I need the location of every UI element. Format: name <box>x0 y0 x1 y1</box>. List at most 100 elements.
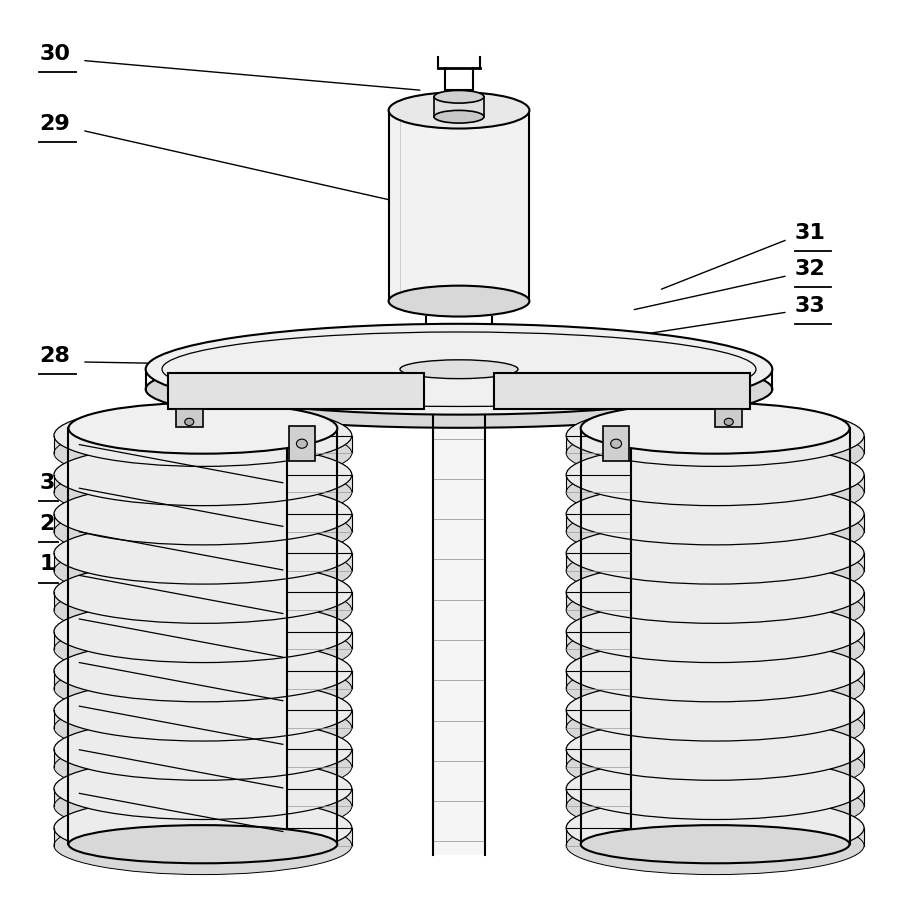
Bar <box>54 670 352 689</box>
Ellipse shape <box>566 464 864 521</box>
Ellipse shape <box>54 464 352 521</box>
Bar <box>54 631 352 650</box>
Ellipse shape <box>566 777 864 835</box>
Bar <box>566 514 864 532</box>
Text: 3: 3 <box>39 473 55 493</box>
Ellipse shape <box>566 816 864 875</box>
Ellipse shape <box>566 660 864 718</box>
Bar <box>54 750 352 767</box>
Bar <box>434 97 484 117</box>
Bar <box>566 631 864 650</box>
Bar <box>289 426 315 461</box>
Ellipse shape <box>54 738 352 796</box>
Ellipse shape <box>724 418 733 425</box>
Ellipse shape <box>54 561 352 623</box>
Ellipse shape <box>54 444 352 506</box>
Ellipse shape <box>388 92 530 128</box>
Ellipse shape <box>400 360 518 379</box>
Bar <box>566 828 864 845</box>
Ellipse shape <box>54 542 352 600</box>
Ellipse shape <box>566 797 864 859</box>
Ellipse shape <box>54 640 352 701</box>
Bar <box>566 553 864 571</box>
Bar <box>54 789 352 806</box>
Ellipse shape <box>54 797 352 859</box>
Ellipse shape <box>566 738 864 796</box>
Bar <box>175 409 203 427</box>
Ellipse shape <box>581 825 849 864</box>
Text: 1: 1 <box>39 555 55 575</box>
Ellipse shape <box>566 404 864 466</box>
Ellipse shape <box>434 110 484 123</box>
Ellipse shape <box>434 90 484 103</box>
Ellipse shape <box>566 620 864 679</box>
Bar <box>566 670 864 689</box>
Ellipse shape <box>566 483 864 545</box>
Bar <box>566 789 864 806</box>
Ellipse shape <box>54 425 352 482</box>
Ellipse shape <box>566 542 864 600</box>
Text: 29: 29 <box>39 114 70 134</box>
Bar <box>54 711 352 728</box>
Ellipse shape <box>54 699 352 757</box>
Ellipse shape <box>566 581 864 640</box>
Bar <box>168 373 424 409</box>
Ellipse shape <box>566 561 864 623</box>
Bar <box>54 553 352 571</box>
Ellipse shape <box>54 404 352 466</box>
Ellipse shape <box>297 439 308 448</box>
Ellipse shape <box>566 522 864 584</box>
Bar <box>54 592 352 610</box>
Ellipse shape <box>566 425 864 482</box>
Text: 2: 2 <box>39 514 55 534</box>
Ellipse shape <box>54 522 352 584</box>
Ellipse shape <box>566 719 864 781</box>
Ellipse shape <box>54 680 352 741</box>
Bar <box>566 711 864 728</box>
Ellipse shape <box>185 418 194 425</box>
Bar <box>566 475 864 493</box>
Bar <box>54 435 352 453</box>
Ellipse shape <box>566 601 864 662</box>
Ellipse shape <box>54 581 352 640</box>
Ellipse shape <box>566 640 864 701</box>
Bar <box>603 426 629 461</box>
Ellipse shape <box>581 403 849 454</box>
Ellipse shape <box>54 483 352 545</box>
Bar <box>566 435 864 453</box>
Bar <box>54 514 352 532</box>
Ellipse shape <box>54 719 352 781</box>
Ellipse shape <box>146 351 772 428</box>
Text: 30: 30 <box>39 44 71 64</box>
Ellipse shape <box>54 758 352 820</box>
Bar <box>432 389 486 855</box>
Ellipse shape <box>388 286 530 316</box>
Bar <box>69 428 337 844</box>
Ellipse shape <box>69 403 337 454</box>
Text: 32: 32 <box>795 260 826 280</box>
Ellipse shape <box>54 660 352 718</box>
Ellipse shape <box>54 816 352 875</box>
Bar <box>54 475 352 493</box>
Ellipse shape <box>54 620 352 679</box>
Ellipse shape <box>146 323 772 415</box>
Bar <box>581 428 849 844</box>
Text: 28: 28 <box>39 345 71 365</box>
Ellipse shape <box>54 503 352 560</box>
Ellipse shape <box>566 503 864 560</box>
Ellipse shape <box>566 699 864 757</box>
Ellipse shape <box>566 758 864 820</box>
Bar <box>566 592 864 610</box>
Ellipse shape <box>566 680 864 741</box>
Text: 31: 31 <box>795 223 826 243</box>
Bar <box>54 828 352 845</box>
Ellipse shape <box>69 825 337 864</box>
Bar <box>388 110 530 302</box>
Bar <box>494 373 750 409</box>
Bar <box>715 409 743 427</box>
Ellipse shape <box>566 444 864 506</box>
Text: 33: 33 <box>795 296 826 315</box>
Bar <box>566 750 864 767</box>
Ellipse shape <box>610 439 621 448</box>
Ellipse shape <box>54 777 352 835</box>
